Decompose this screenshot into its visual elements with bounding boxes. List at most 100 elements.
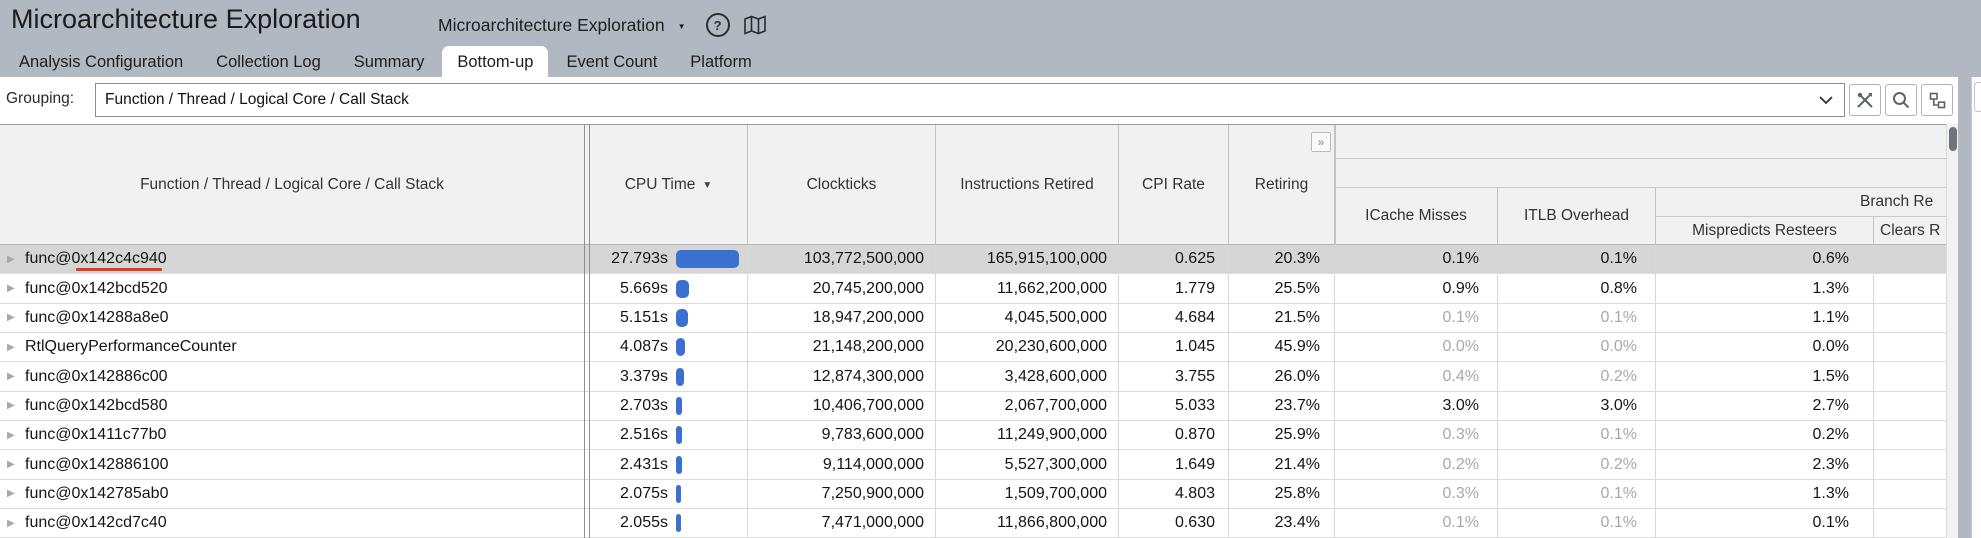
grouping-select[interactable]: Function / Thread / Logical Core / Call …	[95, 83, 1845, 117]
row-expander-icon[interactable]: ▶	[7, 253, 15, 265]
mispredicts-resteers-cell: 1.3%	[1656, 479, 1874, 509]
mispredicts-resteers-cell: 0.2%	[1656, 421, 1874, 450]
table-row[interactable]: ▶ func@0x1411c77b0 2.516s 9,783,600,000 …	[0, 421, 1948, 451]
itlb-overhead-cell: 0.1%	[1498, 421, 1656, 450]
clears-resteers-cell	[1874, 245, 1948, 273]
viewpoint-label: Microarchitecture Exploration	[438, 14, 665, 35]
column-header-cpi-rate[interactable]: CPI Rate	[1119, 125, 1229, 245]
mispredicts-resteers-cell: 2.3%	[1656, 450, 1874, 479]
cpu-time-value: 2.516s	[619, 426, 668, 444]
retiring-cell: 45.9%	[1229, 333, 1335, 362]
row-expander-icon[interactable]: ▶	[7, 312, 15, 324]
table-row[interactable]: ▶ func@0x142cd7c40 2.055s 7,471,000,000 …	[0, 509, 1948, 538]
icache-misses-cell: 0.3%	[1335, 479, 1498, 509]
table-row[interactable]: ▶ RtlQueryPerformanceCounter 4.087s 21,1…	[0, 333, 1948, 363]
column-header-function[interactable]: Function / Thread / Logical Core / Call …	[140, 176, 444, 193]
function-cell: ▶ func@0x142886c00	[0, 362, 584, 390]
cpi-rate-cell: 0.625	[1119, 245, 1229, 274]
customize-tools-button[interactable]	[1849, 84, 1881, 116]
tab-platform[interactable]: Platform	[690, 53, 752, 71]
column-header-clockticks[interactable]: Clockticks	[748, 125, 936, 245]
instructions-retired-cell: 20,230,600,000	[936, 333, 1119, 362]
search-button[interactable]	[1885, 84, 1917, 116]
row-expander-icon[interactable]: ▶	[7, 429, 15, 441]
cpu-time-bar	[676, 308, 688, 327]
table-row[interactable]: ▶ func@0x142886c00 3.379s 12,874,300,000…	[0, 362, 1948, 392]
tab-summary[interactable]: Summary	[353, 53, 425, 71]
column-header-icache-misses[interactable]: ICache Misses	[1335, 187, 1498, 245]
row-expander-icon[interactable]: ▶	[7, 400, 15, 412]
column-header-itlb-overhead[interactable]: ITLB Overhead	[1498, 187, 1656, 245]
table-row[interactable]: ▶ func@0x142785ab0 2.075s 7,250,900,000 …	[0, 479, 1948, 510]
table-row[interactable]: ▶ func@0x142bcd580 2.703s 10,406,700,000…	[0, 391, 1948, 422]
cpu-time-bar	[676, 514, 681, 533]
retiring-cell: 25.5%	[1229, 274, 1335, 303]
column-header-clears-resteers[interactable]: Clears R	[1880, 221, 1941, 239]
tab-collection-log[interactable]: Collection Log	[216, 53, 321, 71]
clears-resteers-cell	[1874, 480, 1948, 508]
cpu-time-value: 27.793s	[611, 250, 668, 268]
itlb-overhead-cell: 0.0%	[1498, 333, 1656, 362]
row-expander-icon[interactable]: ▶	[7, 371, 15, 383]
vertical-scrollbar[interactable]	[1946, 124, 1958, 538]
call-stack-mode-button[interactable]	[1921, 84, 1953, 116]
chevron-down-icon	[1819, 95, 1833, 105]
clockticks-cell: 7,471,000,000	[748, 509, 936, 538]
row-expander-icon[interactable]: ▶	[7, 459, 15, 471]
cpu-time-value: 2.431s	[619, 455, 668, 473]
icache-misses-cell: 3.0%	[1335, 391, 1498, 421]
itlb-overhead-cell: 0.1%	[1498, 479, 1656, 509]
table-row[interactable]: ▶ func@0x142886100 2.431s 9,114,000,000 …	[0, 450, 1948, 480]
cpi-rate-cell: 0.630	[1119, 509, 1229, 538]
column-group-branch-resteers[interactable]: Branch Re	[1860, 193, 1934, 210]
column-header-instructions-retired[interactable]: Instructions Retired	[936, 125, 1119, 245]
instructions-retired-cell: 3,428,600,000	[936, 362, 1119, 391]
clockticks-cell: 9,114,000,000	[748, 450, 936, 479]
guide-map-icon[interactable]	[743, 14, 767, 36]
cpi-rate-cell: 1.045	[1119, 333, 1229, 362]
row-expander-icon[interactable]: ▶	[7, 488, 15, 500]
row-expander-icon[interactable]: ▶	[7, 517, 15, 529]
function-name: func@0x142886c00	[25, 367, 168, 385]
expand-column-group-button[interactable]: »	[1311, 132, 1331, 152]
itlb-overhead-cell: 0.2%	[1498, 362, 1656, 391]
table-row[interactable]: ▶ func@0x142c4c940 27.793s 103,772,500,0…	[0, 245, 1948, 275]
tab-bottom-up[interactable]: Bottom-up	[442, 46, 549, 77]
tab-analysis-configuration[interactable]: Analysis Configuration	[19, 53, 184, 71]
chevron-down-icon: ▼	[677, 22, 686, 31]
annotation-red-underline	[76, 268, 162, 272]
column-header-mispredicts-resteers[interactable]: Mispredicts Resteers	[1656, 216, 1874, 245]
function-cell: ▶ func@0x14288a8e0	[0, 304, 584, 332]
header-group-divider	[1335, 158, 1948, 159]
instructions-retired-cell: 11,662,200,000	[936, 274, 1119, 303]
cpu-time-cell: 2.431s	[590, 450, 748, 479]
cpu-time-bar	[676, 484, 681, 503]
column-header-retiring[interactable]: Retiring	[1229, 125, 1335, 245]
retiring-cell: 21.4%	[1229, 450, 1335, 479]
instructions-retired-cell: 11,249,900,000	[936, 421, 1119, 450]
mispredicts-resteers-cell: 1.5%	[1656, 362, 1874, 391]
row-expander-icon[interactable]: ▶	[7, 341, 15, 353]
page-title: Microarchitecture Exploration	[11, 4, 361, 34]
mispredicts-resteers-cell: 2.7%	[1656, 391, 1874, 421]
table-row[interactable]: ▶ func@0x14288a8e0 5.151s 18,947,200,000…	[0, 303, 1948, 334]
icache-misses-cell: 0.0%	[1335, 333, 1498, 362]
function-name: func@0x14288a8e0	[25, 308, 169, 326]
help-icon[interactable]: ?	[705, 13, 730, 37]
retiring-cell: 20.3%	[1229, 245, 1335, 274]
adjacent-panel-edge	[1971, 77, 1981, 538]
mispredicts-resteers-cell: 0.1%	[1656, 509, 1874, 538]
viewpoint-dropdown[interactable]: Microarchitecture Exploration ▼ ?	[438, 13, 767, 37]
column-header-cpu-time[interactable]: CPU Time ▼	[590, 125, 748, 245]
scrollbar-thumb[interactable]	[1949, 127, 1957, 151]
function-name: func@0x142cd7c40	[25, 514, 167, 532]
icache-misses-cell: 0.1%	[1335, 303, 1498, 333]
clockticks-cell: 21,148,200,000	[748, 333, 936, 362]
tab-event-count[interactable]: Event Count	[566, 53, 658, 71]
table-row[interactable]: ▶ func@0x142bcd520 5.669s 20,745,200,000…	[0, 274, 1948, 304]
itlb-overhead-cell: 3.0%	[1498, 391, 1656, 421]
grouping-select-value: Function / Thread / Logical Core / Call …	[105, 91, 409, 108]
row-expander-icon[interactable]: ▶	[7, 283, 15, 295]
retiring-cell: 23.7%	[1229, 391, 1335, 421]
